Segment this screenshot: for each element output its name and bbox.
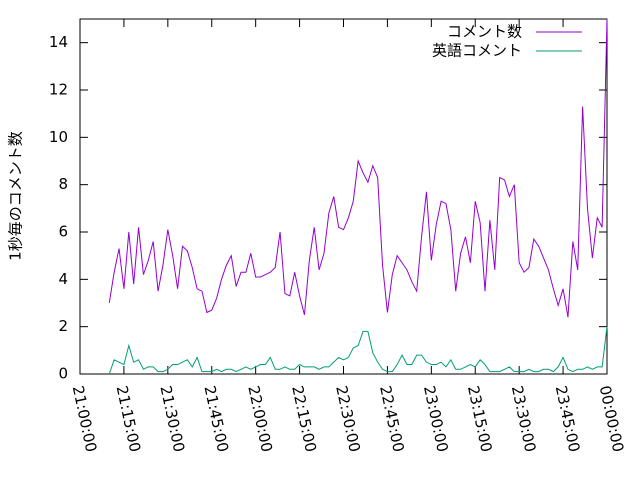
- x-tick-label: 00:00:00: [596, 384, 628, 454]
- y-axis-label: 1秒毎のコメント数: [7, 131, 25, 261]
- y-tick-label: 8: [58, 175, 68, 193]
- x-tick-label: 22:30:00: [332, 384, 364, 454]
- series-line: [108, 326, 608, 375]
- x-tick-label: 21:30:00: [157, 384, 189, 454]
- x-tick-label: 21:15:00: [113, 384, 145, 454]
- x-tick-label: 22:15:00: [288, 384, 320, 454]
- series-line: [108, 18, 608, 318]
- y-tick-label: 0: [58, 365, 68, 383]
- y-tick-label: 4: [58, 270, 68, 288]
- x-tick-label: 23:00:00: [420, 384, 452, 454]
- x-tick-label: 23:15:00: [464, 384, 496, 454]
- x-tick-label: 21:45:00: [200, 384, 232, 454]
- legend-label: コメント数: [447, 23, 522, 41]
- x-tick-label: 23:30:00: [508, 384, 540, 454]
- y-tick-label: 6: [58, 223, 68, 241]
- y-tick-label: 10: [49, 128, 68, 146]
- y-tick-label: 12: [49, 81, 68, 99]
- y-tick-label: 2: [58, 317, 68, 335]
- x-tick-label: 21:00:00: [69, 384, 101, 454]
- x-tick-label: 22:45:00: [376, 384, 408, 454]
- legend-label: 英語コメント: [432, 42, 522, 60]
- x-tick-label: 23:45:00: [552, 384, 584, 454]
- y-tick-label: 14: [49, 33, 68, 51]
- x-tick-label: 22:00:00: [244, 384, 276, 454]
- plot-border: [79, 18, 608, 375]
